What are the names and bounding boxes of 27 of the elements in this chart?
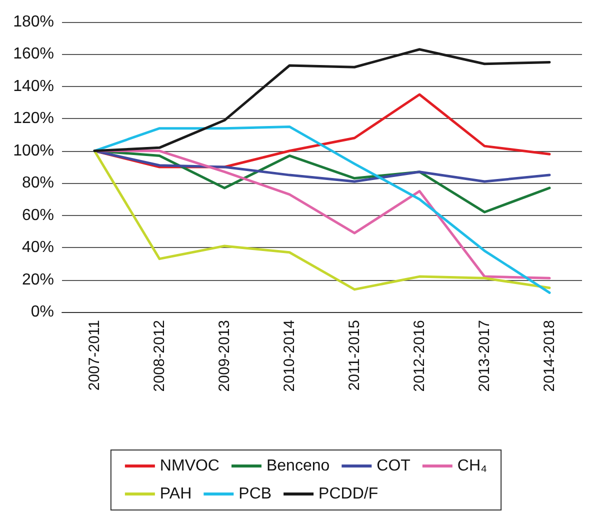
x-tick-label: 2011-2015 bbox=[346, 320, 363, 391]
x-tick-label: 2010-2014 bbox=[281, 320, 298, 392]
legend-label: COT bbox=[376, 458, 411, 474]
x-tick-label: 2012-2016 bbox=[411, 320, 428, 392]
y-tick-label: 40% bbox=[22, 239, 54, 256]
line-series bbox=[93, 125, 551, 294]
x-tick-label: 2008-2012 bbox=[151, 320, 168, 392]
y-tick-label: 20% bbox=[22, 271, 54, 288]
x-tick-label: 2007-2011 bbox=[86, 320, 103, 391]
y-tick-label: 180% bbox=[13, 14, 54, 30]
y-tick-label: 80% bbox=[22, 174, 54, 192]
x-tick-label: 2014-2018 bbox=[541, 320, 558, 392]
legend-label: PCB bbox=[238, 486, 272, 502]
y-tick-label: 100% bbox=[13, 142, 54, 160]
legend-label: NMVOC bbox=[160, 458, 220, 474]
y-tick-label: 160% bbox=[13, 46, 54, 63]
y-tick-label: 140% bbox=[13, 78, 54, 95]
legend-label: PAH bbox=[160, 486, 192, 502]
line-series bbox=[93, 48, 551, 152]
legend-label: CH₄ bbox=[457, 458, 488, 474]
x-tick-label: 2009-2013 bbox=[216, 320, 233, 392]
y-tick-label: 120% bbox=[13, 110, 54, 128]
y-tick-label: 60% bbox=[22, 206, 54, 224]
legend-label: Benceno bbox=[266, 458, 330, 474]
x-tick-label: 2013-2017 bbox=[476, 320, 493, 392]
y-tick-label: 0% bbox=[30, 304, 54, 320]
legend-label: PCDD/F bbox=[318, 486, 378, 502]
